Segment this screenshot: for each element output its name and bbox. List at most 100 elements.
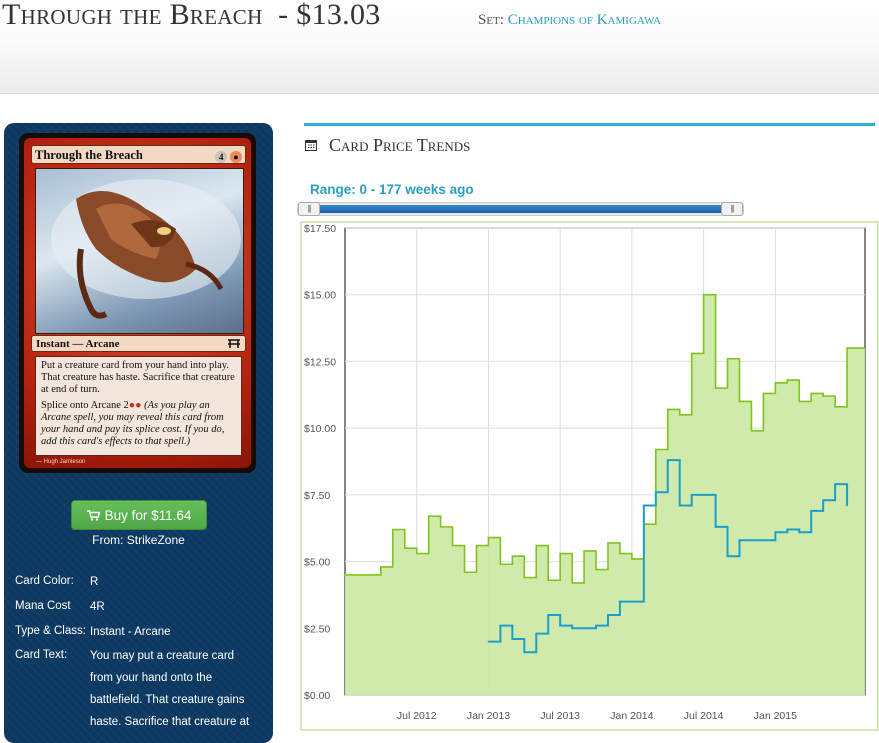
y-tick-label: $15.00 bbox=[304, 290, 336, 302]
series-area-point bbox=[738, 400, 741, 403]
range-slider-fill bbox=[309, 205, 725, 213]
card-image: Through the Breach 4 ● Instant bbox=[19, 133, 256, 473]
card-sidebar: Through the Breach 4 ● Instant bbox=[4, 123, 273, 743]
series-area-point bbox=[451, 544, 454, 547]
series-line-point bbox=[846, 504, 848, 507]
range-slider[interactable]: ||| ||| bbox=[297, 202, 744, 216]
vendor-label: From: StrikeZone bbox=[92, 533, 185, 547]
x-tick-label: Jan 2015 bbox=[754, 710, 797, 722]
series-line-point bbox=[535, 632, 538, 635]
series-area-point bbox=[690, 352, 693, 355]
set-symbol-icon bbox=[228, 339, 240, 348]
series-area-point bbox=[846, 347, 848, 349]
series-area-point bbox=[822, 395, 824, 397]
card-name: Through the Breach bbox=[2, 0, 263, 31]
series-area-point bbox=[439, 526, 442, 528]
series-area-point bbox=[344, 574, 346, 576]
y-tick-label: $12.50 bbox=[304, 356, 336, 368]
x-tick-label: Jul 2012 bbox=[397, 710, 437, 722]
series-area-point bbox=[678, 414, 681, 416]
series-area-point bbox=[475, 544, 478, 547]
y-tick-label: $2.50 bbox=[304, 623, 330, 635]
series-line-point bbox=[798, 531, 801, 534]
series-area-point bbox=[499, 563, 502, 566]
series-area-point bbox=[666, 408, 669, 411]
series-area-point bbox=[535, 544, 538, 547]
series-line-point bbox=[834, 483, 836, 485]
series-line-point bbox=[738, 539, 741, 542]
series-area-point bbox=[631, 558, 633, 560]
series-area-point bbox=[571, 582, 573, 584]
card-image-cost: 4 ● bbox=[215, 148, 242, 167]
series-area-point bbox=[427, 515, 430, 518]
series-line-point bbox=[786, 528, 789, 531]
series-line-point bbox=[559, 624, 561, 627]
series-line-point bbox=[595, 624, 597, 627]
set-prefix: Set: bbox=[478, 12, 504, 28]
series-line-point bbox=[499, 624, 502, 627]
x-tick-label: Jul 2014 bbox=[684, 710, 724, 722]
series-area-point bbox=[403, 547, 406, 550]
series-area-point bbox=[750, 430, 753, 432]
range-handle-start[interactable]: ||| bbox=[298, 202, 320, 216]
series-area-point bbox=[392, 528, 394, 531]
red-mana-icon: ● bbox=[230, 151, 242, 163]
series-line-point bbox=[714, 526, 717, 528]
series-line-point bbox=[631, 600, 633, 603]
series-line-point bbox=[702, 494, 705, 496]
series-area-point bbox=[810, 392, 813, 395]
range-label: Range: 0 - 177 weeks ago bbox=[310, 182, 474, 197]
series-area-point bbox=[547, 579, 550, 582]
x-tick-label: Jan 2014 bbox=[610, 710, 653, 722]
series-line-point bbox=[655, 491, 657, 493]
series-line-point bbox=[643, 504, 645, 507]
page-title: Through the Breach - $13.03 bbox=[2, 0, 381, 32]
page-header: Through the Breach - $13.03 Set: Champio… bbox=[0, 0, 879, 94]
series-area-point bbox=[834, 405, 836, 408]
calendar-icon bbox=[305, 140, 317, 151]
series-line-point bbox=[678, 504, 681, 507]
series-area-point bbox=[523, 576, 526, 579]
series-line-point bbox=[583, 627, 585, 630]
series-line-point bbox=[774, 531, 777, 534]
series-area-point bbox=[702, 293, 705, 296]
buy-button[interactable]: Buy for $11.64 bbox=[71, 500, 207, 530]
series-line-point bbox=[810, 510, 813, 512]
series-line-point bbox=[822, 499, 824, 501]
series-area-point bbox=[726, 357, 729, 360]
y-tick-label: $5.00 bbox=[304, 557, 330, 569]
series-area-point bbox=[607, 542, 609, 544]
series-area-point bbox=[774, 381, 777, 384]
card-image-type: Instant — Arcane bbox=[31, 335, 246, 352]
cart-icon bbox=[86, 510, 100, 521]
series-area-fill bbox=[345, 294, 865, 695]
series-area-point bbox=[798, 400, 801, 403]
series-line-point bbox=[571, 627, 573, 630]
series-line-point bbox=[547, 614, 550, 616]
series-area-point bbox=[714, 387, 717, 389]
set-link[interactable]: Champions of Kamigawa bbox=[507, 12, 662, 28]
y-tick-label: $10.00 bbox=[304, 423, 336, 435]
series-line-point bbox=[762, 539, 765, 542]
series-area-point bbox=[368, 574, 370, 576]
price-chart: $0.00 $2.50 $5.00 $7.50 $10.00 $12.50 $15.00 $1… bbox=[300, 221, 879, 731]
series-line-point bbox=[523, 651, 526, 654]
y-tick-label: $0.00 bbox=[304, 690, 330, 702]
section-divider bbox=[304, 123, 875, 126]
series-area-point bbox=[463, 571, 466, 574]
card-image-name: Through the Breach 4 ● bbox=[31, 145, 246, 164]
price-trends-title: Card Price Trends bbox=[329, 135, 471, 155]
series-area-point bbox=[583, 550, 585, 552]
range-handle-end[interactable]: ||| bbox=[721, 202, 743, 216]
series-area-point bbox=[487, 536, 490, 539]
series-line-point bbox=[511, 638, 514, 640]
series-line-point bbox=[619, 600, 621, 603]
series-line-point bbox=[487, 640, 490, 643]
series-line-point bbox=[726, 555, 729, 558]
series-area-point bbox=[786, 379, 789, 381]
series-area-point bbox=[619, 552, 621, 555]
series-line-point bbox=[666, 459, 669, 461]
series-area-point bbox=[762, 392, 765, 395]
series-area-point bbox=[655, 448, 657, 451]
series-line bbox=[488, 459, 849, 654]
